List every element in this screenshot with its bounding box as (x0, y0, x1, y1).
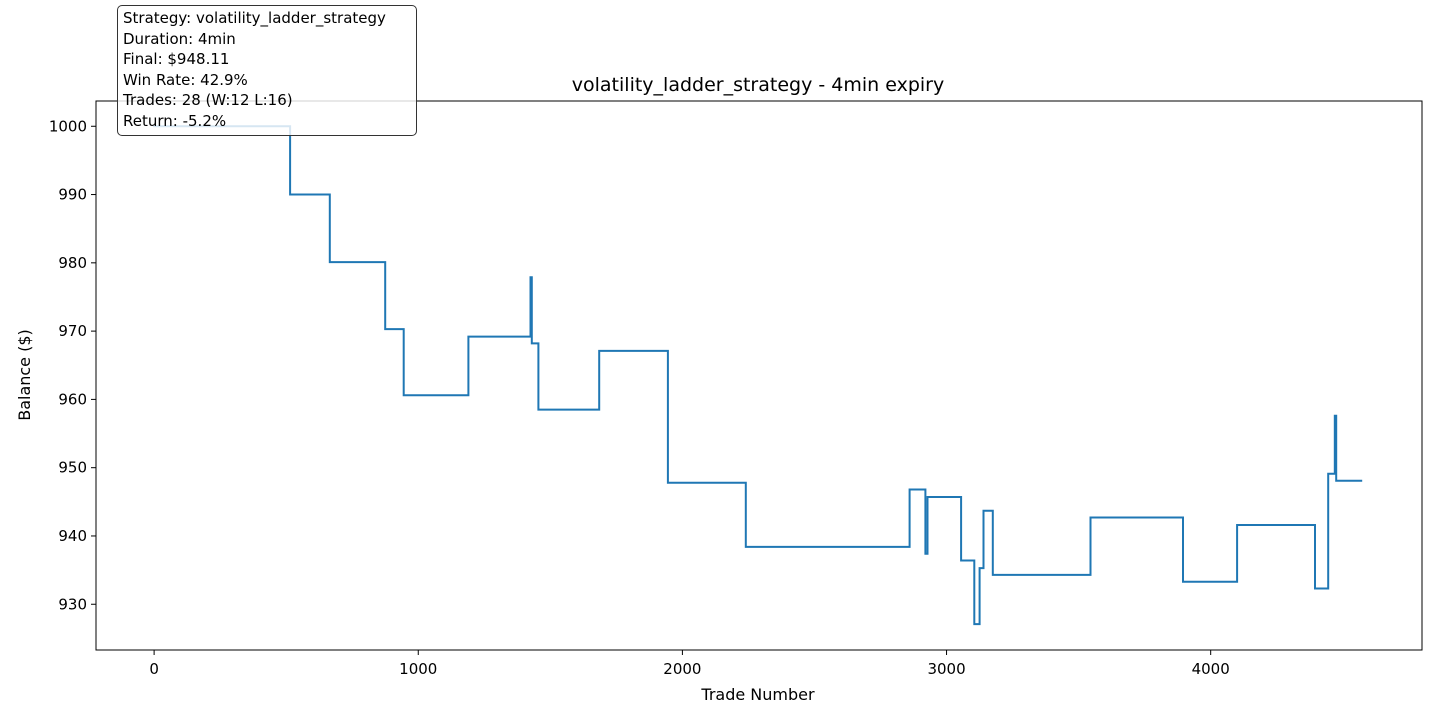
x-axis-label: Trade Number (700, 685, 815, 704)
y-tick-label: 960 (58, 390, 87, 408)
x-tick-label: 2000 (663, 660, 701, 678)
y-tick-label: 1000 (49, 117, 87, 135)
stats-info-box: Strategy: volatility_ladder_strategy Dur… (117, 5, 417, 136)
x-tick-label: 3000 (927, 660, 965, 678)
y-tick-label: 930 (58, 595, 87, 613)
x-tick-label: 0 (149, 660, 159, 678)
info-strategy: Strategy: volatility_ladder_strategy (123, 9, 386, 27)
series-layer (153, 125, 1363, 626)
y-tick-label: 980 (58, 254, 87, 272)
y-tick-label: 940 (58, 527, 87, 545)
x-tick-label: 1000 (399, 660, 437, 678)
x-axis-ticks: 0 1000 2000 3000 4000 (149, 650, 1230, 678)
y-tick-label: 950 (58, 459, 87, 477)
plot-area-frame (95, 100, 1423, 651)
chart-title: volatility_ladder_strategy - 4min expiry (572, 74, 944, 96)
balance-series-line (153, 125, 1363, 626)
info-final: Final: $948.11 (123, 50, 230, 69)
info-trades: Trades: 28 (W:12 L:16) (123, 91, 293, 110)
info-win-rate: Win Rate: 42.9% (123, 70, 248, 89)
x-tick-label: 4000 (1192, 660, 1230, 678)
y-tick-label: 970 (58, 322, 87, 340)
y-tick-label: 990 (58, 186, 87, 204)
info-duration: Duration: 4min (123, 29, 236, 48)
info-return: Return: -5.2% (123, 111, 227, 130)
y-axis-ticks: 930 940 950 960 970 980 990 1000 (49, 117, 96, 613)
y-axis-label: Balance ($) (15, 329, 34, 421)
